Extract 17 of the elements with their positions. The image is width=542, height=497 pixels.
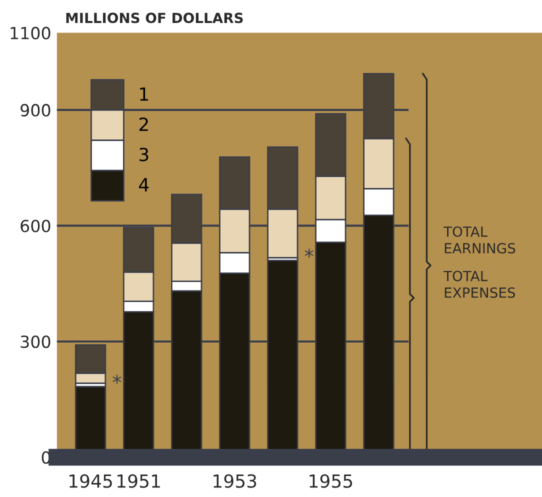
y-tick-label: 900 xyxy=(20,104,50,117)
x-tick-label: 1951 xyxy=(118,474,160,488)
x-tick-label: 1955 xyxy=(310,474,352,488)
x-tick-label: 1945 xyxy=(70,474,112,488)
text: TOTAL EXPENSES xyxy=(444,270,516,298)
text: TOTAL EARNINGS xyxy=(444,226,516,254)
legend-label: 1 xyxy=(140,87,148,101)
y-axis-title: MILLIONS OF DOLLARS xyxy=(66,12,243,24)
y-tick-label: 300 xyxy=(20,335,50,348)
y-tick-label: 1100 xyxy=(10,26,50,40)
legend-label: 2 xyxy=(139,117,148,131)
annotation: * xyxy=(304,248,314,258)
legend-label: 3 xyxy=(140,148,148,162)
legend-label: 4 xyxy=(139,178,149,192)
x-tick-label: 1953 xyxy=(214,474,256,488)
y-tick-label: 600 xyxy=(20,220,50,232)
annotation: * xyxy=(112,374,122,384)
